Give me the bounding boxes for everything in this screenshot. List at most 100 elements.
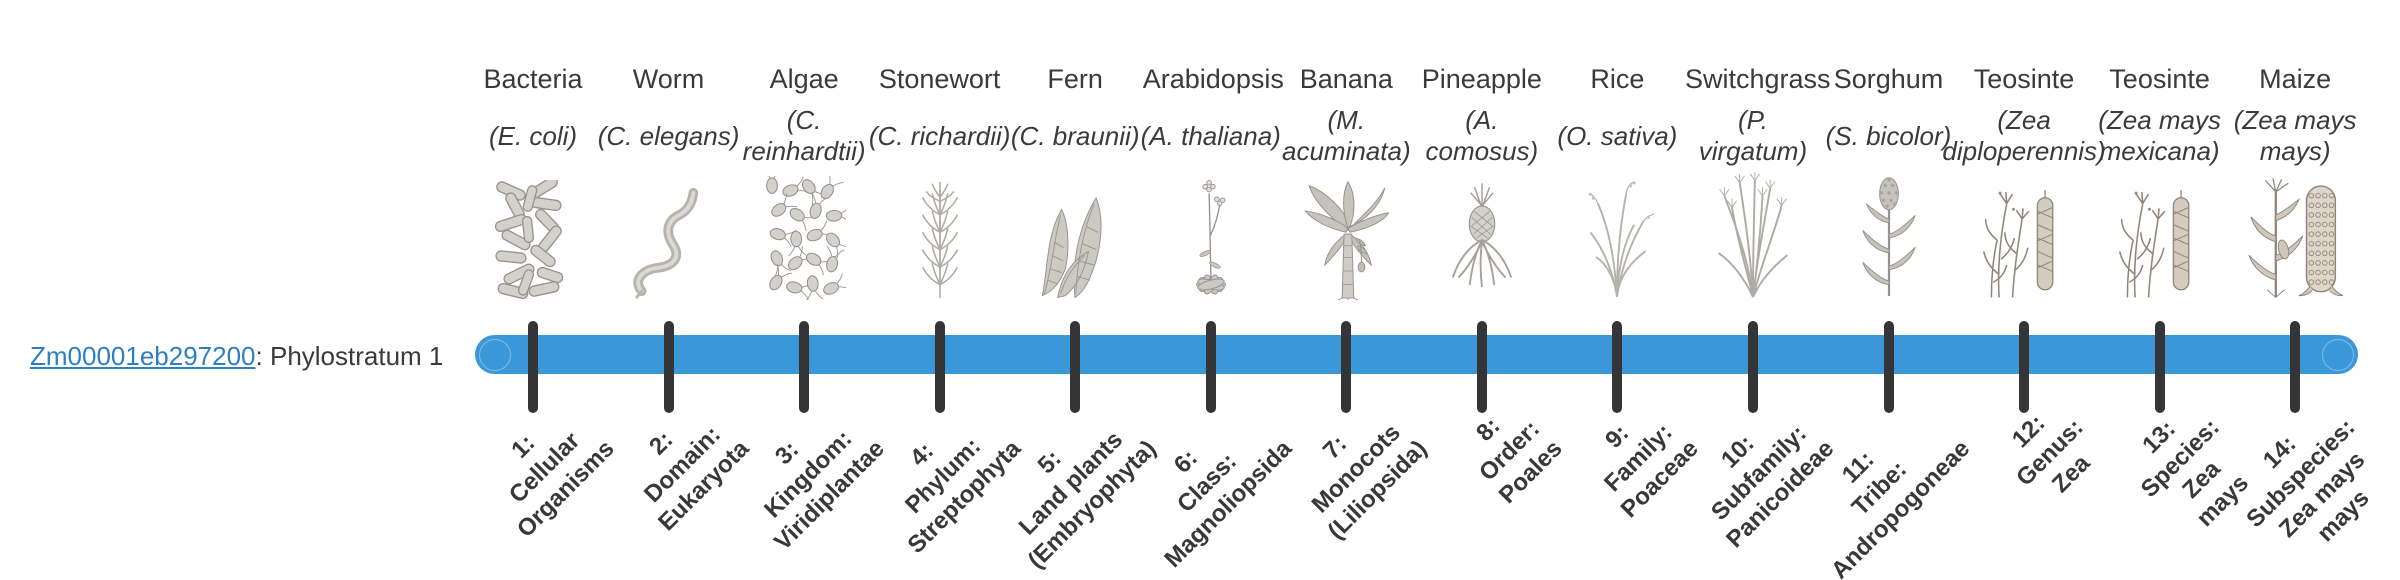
phylostratum-label: 3: Kingdom: Viridiplantae <box>727 392 892 557</box>
organism-common-name: Teosinte <box>1973 64 2075 94</box>
scientific-name-line: mexicana) <box>2099 136 2220 166</box>
algae-icon <box>736 172 872 300</box>
scientific-name-line: (Zea <box>1997 105 2051 135</box>
scientific-name-line: (A. <box>1465 105 1499 135</box>
timeline-tick <box>1205 321 1216 413</box>
timeline-tick <box>1070 321 1081 413</box>
organism-common-name: Switchgrass <box>1684 64 1831 94</box>
organism-column: Arabidopsis (A. thaliana) 6: Class: Magnol… <box>1140 0 1297 580</box>
organism-common-name: Algae <box>769 64 839 94</box>
rice-icon <box>1549 172 1685 300</box>
banana-icon <box>1278 172 1414 300</box>
organism-common-name: Fern <box>1047 64 1103 94</box>
scientific-name-line: (C. richardii) <box>868 120 1011 151</box>
fern-icon <box>1007 172 1143 300</box>
organism-column: Banana (M. acuminata) 7: Monocots (Liliopsi… <box>1278 0 1433 580</box>
organism-common-name: Bacteria <box>483 64 583 94</box>
gene-id-link[interactable]: Zm00001eb297200 <box>30 341 256 371</box>
scientific-name-line: (C. elegans) <box>597 120 740 151</box>
organism-scientific-name: (E. coli) <box>465 102 601 170</box>
timeline-tick <box>799 321 810 413</box>
teosinte-icon <box>1956 172 2092 300</box>
scientific-name-line: (Zea mays <box>2233 105 2357 135</box>
organism-scientific-name: (A. thaliana) <box>1140 102 1281 170</box>
timeline-tick <box>2290 321 2301 413</box>
scientific-name-line: (Zea mays <box>2098 105 2221 135</box>
scientific-name-line: comosus) <box>1425 136 1539 166</box>
timeline-tick <box>934 321 945 413</box>
gene-label: Zm00001eb297200: Phylostratum 1 <box>30 341 443 372</box>
stonewort-icon <box>872 172 1008 300</box>
organism-scientific-name: (C. reinhardtii) <box>736 102 872 170</box>
organism-common-name: Arabidopsis <box>1142 64 1284 94</box>
sorghum-icon <box>1821 172 1957 300</box>
bacteria-icon <box>465 172 601 300</box>
phylostratum-label: 2: Domain: Eukaryota <box>610 392 756 538</box>
organism-scientific-name: (C. richardii) <box>868 102 1011 170</box>
organism-scientific-name: (C. braunii) <box>1007 102 1143 170</box>
timeline-tick <box>2154 321 2165 413</box>
phylostratum-label: 14: Subspecies: Zea mays mays <box>2219 392 2400 577</box>
timeline-tick <box>663 321 674 413</box>
organism-common-name: Banana <box>1299 64 1393 94</box>
organism-common-name: Maize <box>2259 64 2332 94</box>
organism-common-name: Rice <box>1590 64 1645 94</box>
timeline-bar <box>475 335 2358 374</box>
organism-column: Sorghum (S. bicolor) 11: Tribe: Andropogon… <box>1821 0 1975 580</box>
gene-label-suffix: : Phylostratum 1 <box>255 341 444 371</box>
organism-column: Algae (C. reinhardtii) <box>736 0 891 580</box>
organism-scientific-name: (S. bicolor) <box>1821 102 1957 170</box>
organism-scientific-name: (O. sativa) <box>1549 102 1685 170</box>
organism-common-name: Stonewort <box>878 64 1001 94</box>
organism-scientific-name: (Zea mays mexicana) <box>2092 102 2228 170</box>
timeline-tick <box>1747 321 1758 413</box>
organism-common-name: Pineapple <box>1421 64 1542 94</box>
organism-column: Pineapple (A. comosus) 8: Order: Poales <box>1414 0 1568 580</box>
organism-column: Maize (Zea mays mays) 14: Subspecies: Zea m… <box>2227 0 2375 580</box>
phylostratum-label: 6: Class: Magnoliopsida <box>1116 392 1298 574</box>
organism-column: Teosinte (Zea mays mexicana) 13: Species: Z… <box>2092 0 2254 580</box>
organism-scientific-name: (A. comosus) <box>1414 102 1550 170</box>
organism-column: Bacteria (E. coli) 1: Cellular Organisms <box>465 0 619 580</box>
organism-scientific-name: (C. elegans) <box>597 102 740 170</box>
timeline-tick <box>1341 321 1352 413</box>
pineapple-icon <box>1414 172 1550 300</box>
phylostratum-label: 7: Monocots (Liliopsida) <box>1280 392 1434 546</box>
organism-column: Switchgrass (P. virgatum) 10: Subfamily: Pa… <box>1684 0 1839 580</box>
scientific-name-line: (S. bicolor) <box>1825 120 1952 151</box>
worm-icon <box>601 172 737 300</box>
scientific-name-line: acuminata) <box>1281 136 1411 166</box>
arabidopsis-icon <box>1143 172 1279 300</box>
timeline-tick <box>528 321 538 413</box>
organism-scientific-name: (Zea mays mays) <box>2227 102 2363 170</box>
organism-common-name: Worm <box>632 64 705 94</box>
scientific-name-line: (C. braunii) <box>1010 120 1140 151</box>
switchgrass-icon <box>1685 172 1821 300</box>
scientific-name-line: (E. coli) <box>488 120 578 151</box>
organism-common-name: Sorghum <box>1833 64 1944 94</box>
phylostratum-label: 5: Land plants (Embryophyta) <box>979 392 1162 575</box>
scientific-name-line: diploperennis) <box>1942 136 2106 166</box>
scientific-name-line: (O. sativa) <box>1557 120 1678 151</box>
maize-icon <box>2227 172 2363 300</box>
organism-scientific-name: (Zea diploperennis) <box>1942 102 2105 170</box>
timeline-tick <box>2019 321 2030 413</box>
scientific-name-line: reinhardtii) <box>742 136 866 166</box>
organism-column: Teosinte (Zea diploperennis) 12: Genus: Zea <box>1942 0 2105 580</box>
organism-column: Fern (C. braunii) 5: Land plants (Embryoph… <box>1007 0 1162 580</box>
organism-column: Stonewort (C. richardii) 4: Phylum: Strept… <box>868 0 1026 580</box>
scientific-name-line: virgatum) <box>1698 136 1808 166</box>
scientific-name-line: (P. <box>1738 105 1768 135</box>
scientific-name-line: (C. <box>786 105 822 135</box>
scientific-name-line: (A. thaliana) <box>1140 120 1281 151</box>
organism-scientific-name: (M. acuminata) <box>1278 102 1414 170</box>
organism-scientific-name: (P. virgatum) <box>1685 102 1821 170</box>
organism-column: Worm (C. elegans) 2: Domain: Eukaryota <box>597 0 755 580</box>
timeline-tick <box>1476 321 1487 413</box>
scientific-name-line: (M. <box>1327 105 1366 135</box>
timeline-tick <box>1883 321 1894 413</box>
scientific-name-line: mays) <box>2259 136 2331 166</box>
organism-column: Rice (O. sativa) 9: Family: Poaceae <box>1549 0 1703 580</box>
organism-common-name: Teosinte <box>2109 64 2210 94</box>
